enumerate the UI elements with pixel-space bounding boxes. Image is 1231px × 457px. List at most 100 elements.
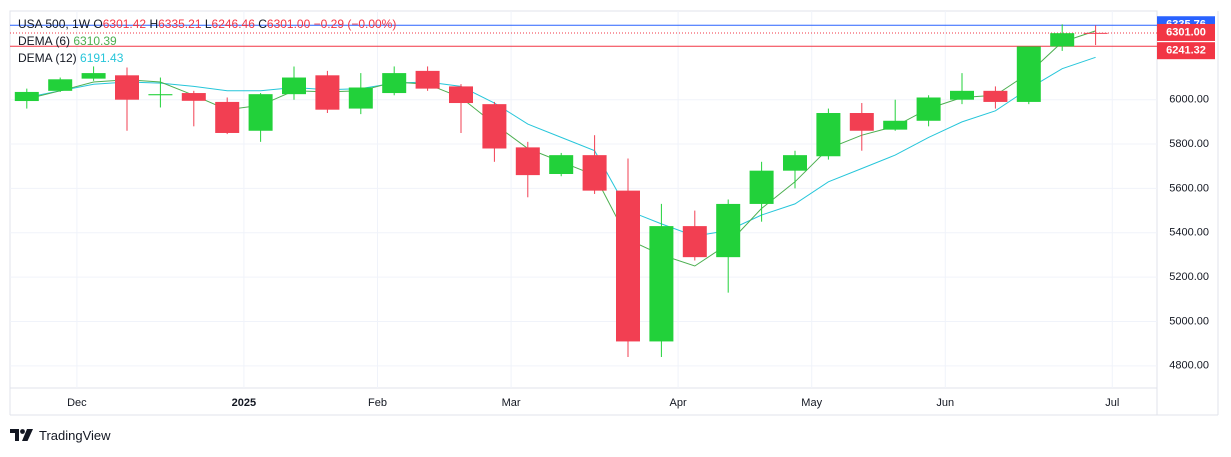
candle-body xyxy=(716,203,741,258)
open-label: O xyxy=(93,17,102,31)
candle-body xyxy=(181,93,206,101)
candle[interactable] xyxy=(549,152,574,177)
tradingview-logo-icon xyxy=(10,429,33,441)
candle[interactable] xyxy=(449,84,473,133)
candle[interactable] xyxy=(649,203,674,357)
change-value: −0.29 (−0.00%) xyxy=(314,17,397,31)
candle-body xyxy=(115,75,139,100)
dema-6-name: DEMA (6) xyxy=(18,34,73,48)
candle[interactable] xyxy=(783,150,807,189)
price-tag-label: 6241.32 xyxy=(1166,45,1206,57)
y-tick-label: 5800.00 xyxy=(1169,138,1209,150)
y-tick-label: 5200.00 xyxy=(1169,271,1209,283)
candle-body xyxy=(282,77,306,95)
candle-body xyxy=(1083,32,1108,34)
candle[interactable] xyxy=(716,199,741,293)
candle-body xyxy=(783,155,807,171)
candle-body xyxy=(382,73,407,94)
candle-body xyxy=(849,113,874,131)
candle[interactable] xyxy=(1050,24,1075,51)
candle[interactable] xyxy=(14,88,39,109)
x-tick-label: 2025 xyxy=(232,397,256,409)
candle-body xyxy=(348,87,373,109)
candle[interactable] xyxy=(48,77,73,92)
branding: TradingView xyxy=(10,426,111,444)
candle[interactable] xyxy=(616,158,640,357)
y-tick-label: 5600.00 xyxy=(1169,182,1209,194)
candle[interactable] xyxy=(215,97,240,135)
price-tag-box xyxy=(1157,23,1215,41)
candle-body xyxy=(816,113,841,157)
candle[interactable] xyxy=(81,66,106,81)
price-tag: 6301.00 xyxy=(1157,23,1215,41)
candle-body xyxy=(215,101,240,133)
candle-body xyxy=(983,90,1008,102)
plot-area[interactable] xyxy=(9,10,1158,389)
tradingview-wordmark: TradingView xyxy=(39,427,111,443)
candle-body xyxy=(248,94,273,131)
candle[interactable] xyxy=(682,210,707,261)
candle-body xyxy=(582,155,607,191)
candle-body xyxy=(81,73,106,79)
y-tick-label: 6000.00 xyxy=(1169,94,1209,106)
high-value: 6335.21 xyxy=(158,17,205,31)
candle[interactable] xyxy=(515,141,540,198)
dema-12-line xyxy=(26,56,1096,237)
candle-body xyxy=(1016,46,1041,102)
candle[interactable] xyxy=(315,70,340,114)
candle[interactable] xyxy=(382,66,407,96)
price-tag: 6241.32 xyxy=(1157,42,1215,60)
candle[interactable] xyxy=(950,73,974,105)
candle-body xyxy=(14,91,39,102)
close-label: C xyxy=(258,17,267,31)
dema-12-name: DEMA (12) xyxy=(18,51,80,65)
ohlc-legend-text: USA 500, 1W O6301.42 H6335.21 L6246.46 C… xyxy=(18,17,396,31)
x-tick-label: Jun xyxy=(936,397,954,409)
candle[interactable] xyxy=(482,101,507,162)
candle[interactable] xyxy=(983,86,1008,109)
candle-body xyxy=(449,86,473,104)
candle-body xyxy=(916,97,941,121)
candle-body xyxy=(515,147,540,176)
close-value: 6301.00 xyxy=(267,17,314,31)
candle[interactable] xyxy=(248,93,273,142)
candle[interactable] xyxy=(148,77,173,108)
candle[interactable] xyxy=(181,90,206,127)
candle[interactable] xyxy=(916,95,941,127)
high-label: H xyxy=(149,17,158,31)
candle[interactable] xyxy=(849,103,874,151)
dema-6-legend: DEMA (6) 6310.39 xyxy=(18,34,117,48)
candle[interactable] xyxy=(282,66,306,100)
candle[interactable] xyxy=(115,67,139,131)
open-value: 6301.42 xyxy=(103,17,150,31)
y-tick-label: 4800.00 xyxy=(1169,360,1209,372)
candle[interactable] xyxy=(816,108,841,160)
candle[interactable] xyxy=(1016,46,1041,105)
x-tick-label: Jul xyxy=(1105,397,1119,409)
candle-body xyxy=(315,75,340,110)
candle[interactable] xyxy=(415,66,440,91)
candle[interactable] xyxy=(582,135,607,194)
low-value: 6246.46 xyxy=(212,17,259,31)
y-tick-label: 5400.00 xyxy=(1169,227,1209,239)
symbol-label: USA 500, 1W xyxy=(18,17,93,31)
candle[interactable] xyxy=(348,73,373,115)
candle-body xyxy=(1050,33,1075,47)
ohlc-legend: USA 500, 1W O6301.42 H6335.21 L6246.46 C… xyxy=(18,17,396,31)
candle-body xyxy=(48,79,73,91)
candle-body xyxy=(950,90,974,100)
candle[interactable] xyxy=(1083,25,1108,46)
price-tag-label: 6301.00 xyxy=(1166,26,1206,38)
dema-6-value: 6310.39 xyxy=(73,34,117,48)
y-tick-label: 5000.00 xyxy=(1169,315,1209,327)
dema-12-value: 6191.43 xyxy=(80,51,124,65)
dema-12-legend: DEMA (12) 6191.43 xyxy=(18,51,124,65)
candle-body xyxy=(148,94,173,96)
candle-body xyxy=(682,226,707,258)
x-tick-label: Apr xyxy=(670,397,687,409)
candle[interactable] xyxy=(749,161,774,222)
x-tick-label: Mar xyxy=(502,397,521,409)
candle[interactable] xyxy=(883,99,908,131)
